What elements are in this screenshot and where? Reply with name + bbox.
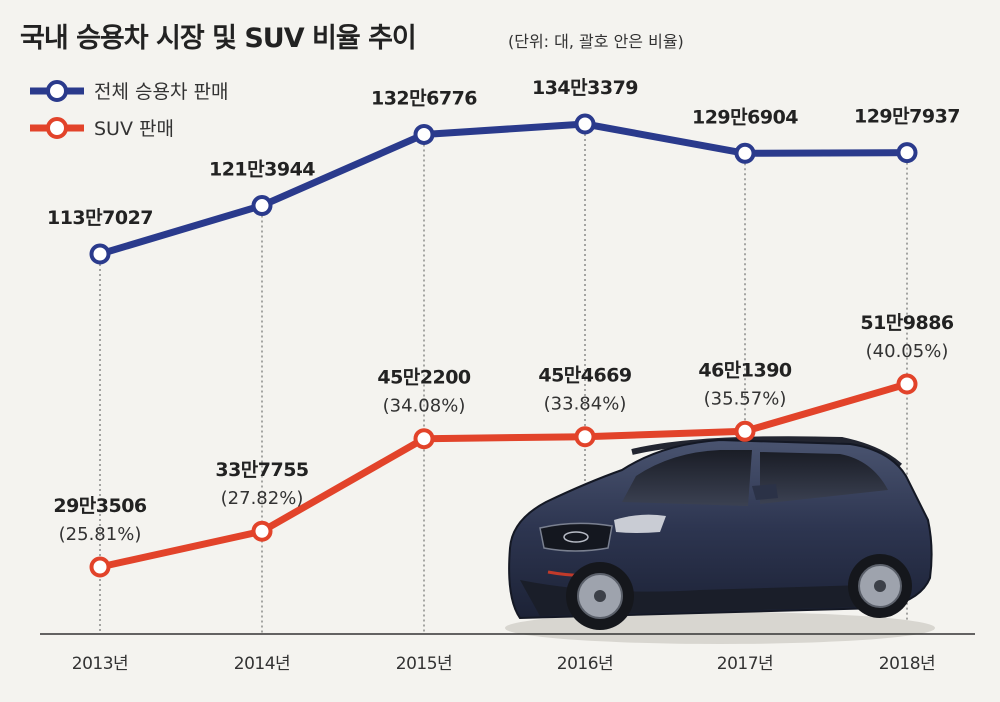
data-label-suv: 46만1390 <box>698 359 792 381</box>
data-point-suv <box>896 373 918 395</box>
series-markers <box>89 113 918 578</box>
data-label-suv-ratio: (27.82%) <box>221 488 304 509</box>
unit-note: (단위: 대, 괄호 안은 비율) <box>508 32 684 51</box>
x-tick-label: 2015년 <box>396 654 452 674</box>
data-label-total: 129만6904 <box>692 106 798 128</box>
data-point-total <box>413 123 435 145</box>
x-tick-label: 2018년 <box>879 654 935 674</box>
legend-item-suv: SUV 판매 <box>30 117 174 140</box>
data-label-suv: 33만7755 <box>215 459 308 481</box>
data-point-total <box>251 195 273 217</box>
data-point-total <box>574 113 596 135</box>
data-label-total: 113만7027 <box>47 207 153 229</box>
data-label-suv: 45만4669 <box>538 365 631 387</box>
data-point-total <box>734 142 756 164</box>
x-tick-label: 2014년 <box>234 654 290 674</box>
data-label-suv-ratio: (25.81%) <box>59 524 142 545</box>
legend-label-total: 전체 승용차 판매 <box>94 81 228 103</box>
data-point-suv <box>251 520 273 542</box>
data-point-suv <box>734 420 756 442</box>
data-label-total: 129만7937 <box>854 106 960 128</box>
data-label-suv-ratio: (35.57%) <box>704 388 787 409</box>
suv-car-image <box>505 436 935 644</box>
data-point-suv <box>89 556 111 578</box>
data-label-suv-ratio: (33.84%) <box>544 394 627 415</box>
x-axis-ticks: 2013년 2014년 2015년 2016년 2017년 2018년 <box>72 654 936 674</box>
legend-marker-suv <box>46 117 68 139</box>
legend-label-suv: SUV 판매 <box>94 118 174 140</box>
chart-title: 국내 승용차 시장 및 SUV 비율 추이 <box>20 23 416 54</box>
data-label-suv: 51만9886 <box>860 312 954 334</box>
x-tick-label: 2017년 <box>717 654 773 674</box>
data-point-total <box>89 243 111 265</box>
series-line-suv <box>99 380 908 571</box>
data-label-suv-ratio: (40.05%) <box>866 341 949 362</box>
legend-item-total: 전체 승용차 판매 <box>30 80 228 103</box>
data-point-suv <box>574 426 596 448</box>
series-lines <box>98 120 908 571</box>
series-line-total <box>98 120 908 258</box>
data-label-total: 132만6776 <box>371 87 477 109</box>
data-label-suv: 45만2200 <box>377 367 471 389</box>
data-label-suv: 29만3506 <box>53 495 147 517</box>
x-tick-label: 2013년 <box>72 654 128 674</box>
data-point-suv <box>413 428 435 450</box>
data-labels: 113만7027 121만3944 132만6776 134만3379 129만6904… <box>47 77 961 545</box>
x-tick-label: 2016년 <box>557 654 613 674</box>
data-point-total <box>896 142 918 164</box>
legend-marker-total <box>46 80 68 102</box>
data-label-total: 121만3944 <box>209 159 315 181</box>
data-label-total: 134만3379 <box>532 77 638 99</box>
legend: 전체 승용차 판매 SUV 판매 <box>30 80 228 140</box>
data-label-suv-ratio: (34.08%) <box>383 396 466 417</box>
